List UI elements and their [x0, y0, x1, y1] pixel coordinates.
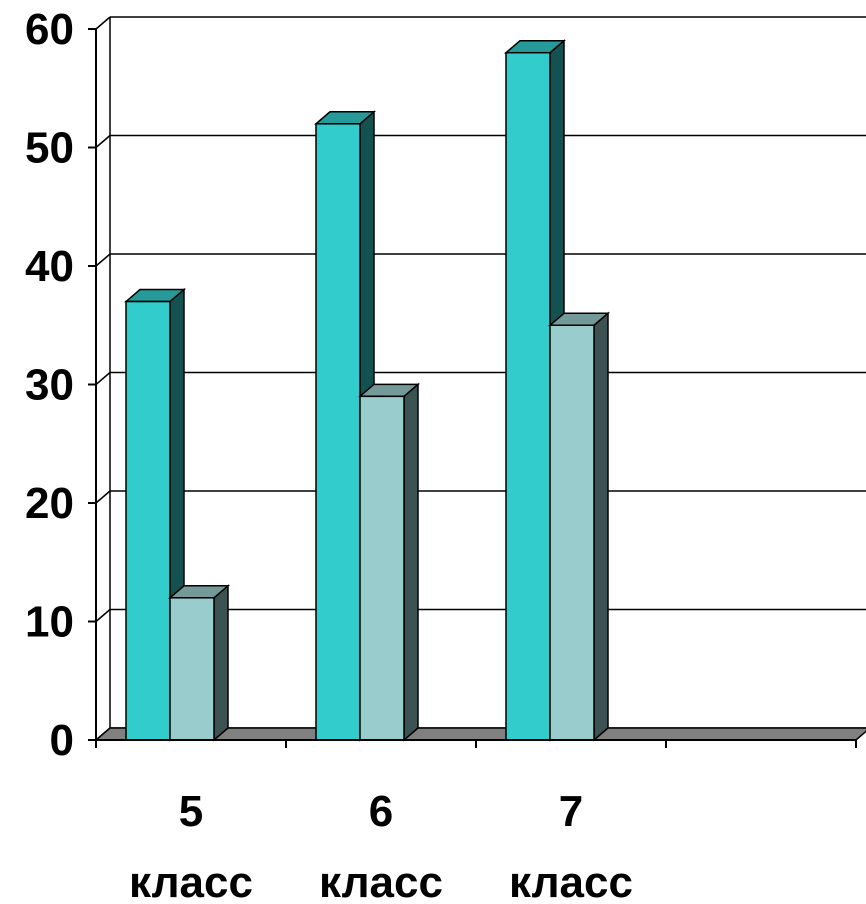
gridline-side	[95, 608, 111, 623]
bar	[123, 287, 187, 742]
y-tick-label: 30	[25, 361, 74, 410]
x-category-label: класс	[509, 858, 633, 904]
bar-front-face	[505, 51, 551, 741]
bar-front-face	[359, 395, 405, 741]
gridline-side	[95, 253, 111, 267]
gridline-side	[95, 134, 111, 149]
bar-side-face	[213, 584, 229, 742]
y-tick-label: 40	[25, 242, 74, 291]
x-category-label: 7	[559, 787, 583, 836]
x-category-label: класс	[129, 858, 253, 904]
x-axis-category-labels: 5 класс 6 класс 7 класс	[129, 787, 633, 904]
y-tick-label: 50	[25, 124, 74, 173]
y-tick-label: 60	[25, 5, 74, 54]
y-tick-label: 0	[50, 716, 74, 765]
bars	[123, 39, 611, 742]
bar-side-face	[593, 311, 609, 742]
bar-side-face	[403, 382, 419, 742]
bar	[167, 584, 231, 742]
bar	[547, 311, 611, 742]
bar	[313, 110, 377, 742]
gridline-side	[95, 490, 111, 504]
x-category-label: 6	[369, 787, 393, 836]
y-tick-label: 20	[25, 479, 74, 528]
bar-front-face	[315, 123, 361, 741]
bar-front-face	[125, 300, 171, 741]
bar	[357, 382, 421, 742]
gridline-side	[95, 16, 111, 30]
x-category-label: 5	[179, 787, 203, 836]
gridline-side	[95, 371, 111, 386]
y-axis-tick-labels: 0 10 20 30 40 50 60	[25, 5, 74, 765]
bar-front-face	[169, 597, 215, 741]
x-category-label: класс	[319, 858, 443, 904]
bar-front-face	[549, 324, 595, 741]
axes	[88, 28, 857, 748]
y-tick-label: 10	[25, 598, 74, 647]
